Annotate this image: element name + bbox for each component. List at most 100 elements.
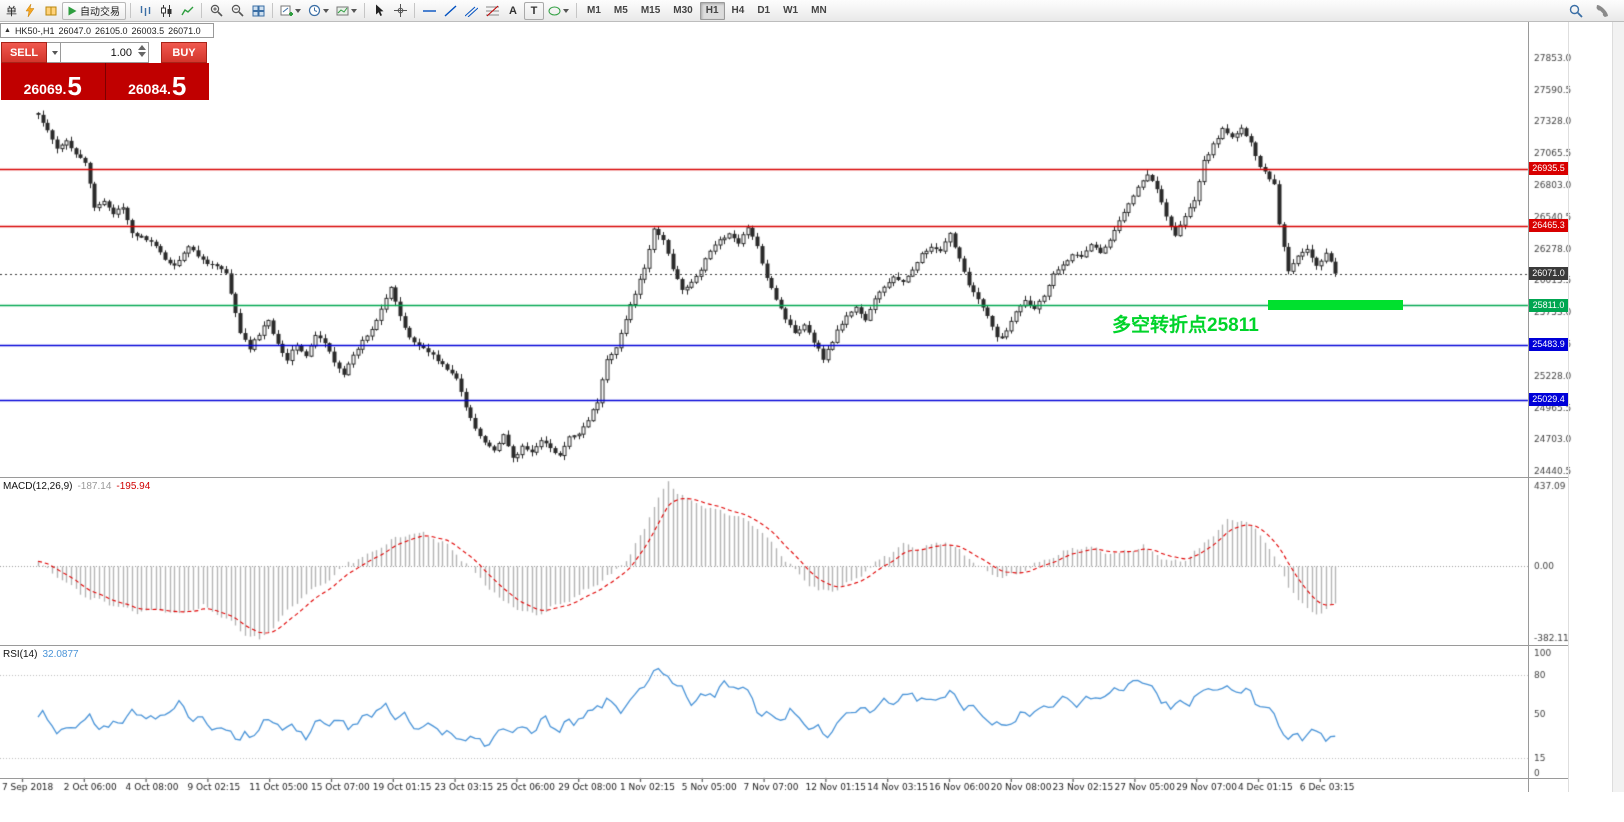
price-tag-resistance: 26935.5 <box>1529 162 1568 176</box>
separator <box>201 3 202 18</box>
book-icon <box>45 6 57 15</box>
cursor-button[interactable] <box>369 2 389 20</box>
new-order-button[interactable] <box>20 2 40 20</box>
lightning-icon <box>25 4 35 17</box>
window-expand-icon[interactable]: ▲ <box>4 27 11 34</box>
shapes-tool-button[interactable] <box>545 2 572 20</box>
line-chart-icon <box>180 6 193 15</box>
time-axis-line <box>0 778 1568 779</box>
price-axis-line <box>1528 22 1529 792</box>
chart-title-bar[interactable]: ▲ HK50-,H1 26047.0 26105.0 26003.5 26071… <box>0 23 214 38</box>
separator <box>414 3 415 18</box>
autotrade-button[interactable]: 自动交易 <box>62 1 126 20</box>
tf-button-m5[interactable]: M5 <box>613 4 628 16</box>
text-tool-button[interactable]: A <box>503 2 523 20</box>
template-icon <box>336 6 349 15</box>
tf-button-mn[interactable]: MN <box>811 4 827 16</box>
trendline-icon <box>444 4 456 17</box>
horizontal-line-icon <box>422 9 436 12</box>
buy-button[interactable]: BUY <box>161 42 207 63</box>
templates-button[interactable] <box>333 2 360 20</box>
line-chart-button[interactable] <box>177 2 197 20</box>
ask-main: 26084 <box>128 81 168 97</box>
panel-splitter-macd[interactable] <box>0 477 1568 478</box>
price-tag-pivot: 25811.0 <box>1529 298 1568 312</box>
tf-button-h1[interactable]: H1 <box>699 1 725 20</box>
tile-windows-button[interactable] <box>248 2 268 20</box>
tf-button-h4[interactable]: H4 <box>731 4 745 16</box>
macd-signal-value: -195.94 <box>116 481 151 492</box>
window-right-border <box>1568 22 1569 792</box>
pivot-annotation[interactable]: 多空转折点25811 <box>1112 315 1259 336</box>
chart-symbol-label: HK50-,H1 <box>14 25 55 36</box>
separator <box>272 3 273 18</box>
price-tag-support: 25483.9 <box>1529 338 1568 352</box>
menu-char[interactable]: 单 <box>6 5 17 18</box>
macd-indicator-label: MACD(12,26,9) -187.14 -195.94 <box>3 481 150 492</box>
volume-value: 1.00 <box>110 46 132 59</box>
price-tag-support: 25029.4 <box>1529 393 1568 407</box>
chevron-down-icon <box>295 8 301 13</box>
macd-name: MACD(12,26,9) <box>3 481 73 492</box>
channel-tool-button[interactable] <box>461 2 481 20</box>
tf-button-d1[interactable]: D1 <box>757 4 771 16</box>
chevron-down-icon <box>51 50 58 55</box>
zoom-out-button[interactable] <box>227 2 247 20</box>
text-tool-label: A <box>509 4 517 17</box>
bar-chart-button[interactable] <box>135 2 155 20</box>
ohlc-close: 26071.0 <box>168 25 201 36</box>
ask-frac: 5 <box>171 70 187 101</box>
tf-button-m1[interactable]: M1 <box>587 4 601 16</box>
step-down-icon[interactable] <box>138 52 146 57</box>
tile-windows-icon <box>252 5 264 16</box>
step-up-icon[interactable] <box>138 45 146 50</box>
fibonacci-icon <box>485 5 499 16</box>
channel-icon <box>464 6 478 17</box>
volume-preset-button[interactable] <box>47 42 61 63</box>
hline-tool-button[interactable] <box>419 2 439 20</box>
bid-price[interactable]: 26069. 5 <box>1 63 105 100</box>
volume-input[interactable]: 1.00 <box>61 42 149 63</box>
ohlc-open: 26047.0 <box>58 25 91 36</box>
shapes-icon <box>548 6 561 15</box>
toolbar: 单 自动交易 A T M1 M5 M15 M30 H1 H4 D1 W1 MN <box>0 0 1624 22</box>
chart-canvas[interactable] <box>0 0 1624 800</box>
toolbar-right-group <box>1566 2 1620 20</box>
label-tool-label: T <box>530 4 538 17</box>
zoom-in-button[interactable] <box>206 2 226 20</box>
sell-button[interactable]: SELL <box>1 42 47 63</box>
support-button[interactable] <box>1592 2 1612 20</box>
fibonacci-tool-button[interactable] <box>482 2 502 20</box>
bid-frac: 5 <box>67 70 82 101</box>
trade-history-button[interactable] <box>41 2 61 20</box>
search-button[interactable] <box>1566 2 1586 20</box>
separator <box>364 3 365 18</box>
bar-chart-icon <box>140 5 150 16</box>
tf-button-m15[interactable]: M15 <box>640 4 661 16</box>
crosshair-button[interactable] <box>390 2 410 20</box>
panel-splitter-rsi[interactable] <box>0 645 1568 646</box>
ask-dot: . <box>167 81 171 97</box>
crosshair-icon <box>393 4 407 17</box>
price-tag-resistance: 26465.3 <box>1529 219 1568 233</box>
volume-stepper[interactable] <box>138 45 146 57</box>
chevron-down-icon <box>323 8 329 13</box>
price-tag-current-price: 26071.0 <box>1529 267 1568 281</box>
phone-icon <box>1596 4 1608 17</box>
ask-price[interactable]: 26084. 5 <box>104 63 210 101</box>
tf-button-w1[interactable]: W1 <box>783 4 799 16</box>
one-click-trade-panel: SELL 1.00 BUY 26069. 5 26084. 5 <box>1 42 209 100</box>
highlight-bar[interactable] <box>1268 300 1403 310</box>
tf-button-m30[interactable]: M30 <box>673 4 693 16</box>
trendline-tool-button[interactable] <box>440 2 460 20</box>
label-tool-button[interactable]: T <box>524 1 544 20</box>
candle-chart-button[interactable] <box>156 2 176 20</box>
autotrade-label: 自动交易 <box>80 7 120 18</box>
zoom-out-icon <box>231 4 244 17</box>
profiles-button[interactable] <box>305 2 332 20</box>
new-chart-icon <box>280 5 293 16</box>
macd-value: -187.14 <box>77 481 112 492</box>
clock-icon <box>308 4 321 17</box>
chevron-down-icon <box>563 8 569 13</box>
new-chart-button[interactable] <box>277 2 304 20</box>
